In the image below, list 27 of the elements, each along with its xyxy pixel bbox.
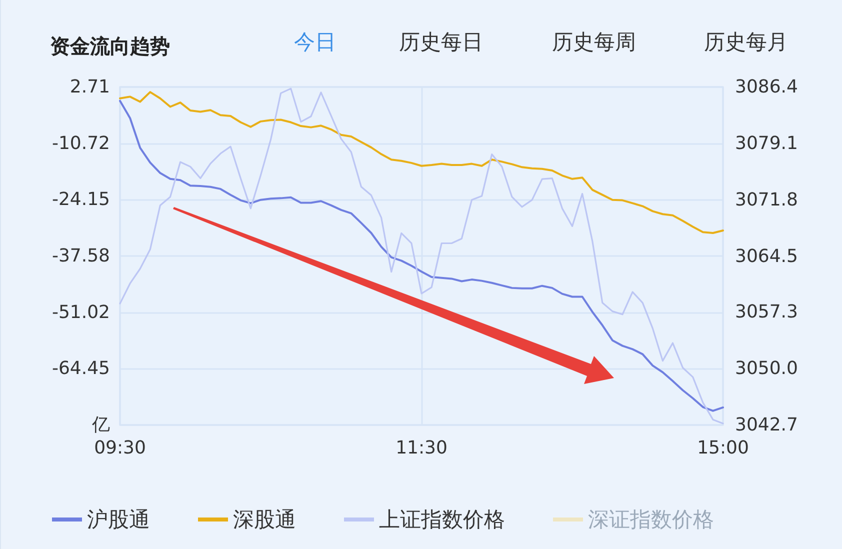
y2-tick-label: 3086.4: [735, 76, 798, 98]
legend-label: 上证指数价格: [379, 508, 505, 532]
y-tick-label: -51.02: [52, 302, 110, 323]
y-tick-label: -37.58: [52, 245, 110, 266]
legend-label: 深股通: [233, 508, 296, 532]
y-tick-label: -24.15: [52, 189, 110, 210]
x-tick-label: 11:30: [396, 438, 448, 458]
y2-tick-label: 3071.8: [735, 189, 798, 210]
y2-tick-label: 3064.5: [735, 246, 798, 267]
text: 历史每月: [704, 29, 788, 56]
y-tick-label: -64.45: [52, 358, 110, 380]
text: 历史每日: [399, 29, 483, 56]
legend-label: 深证指数价格: [588, 508, 714, 532]
text: 历史每周: [552, 29, 636, 56]
chart-title: 资金流向趋势: [50, 34, 170, 58]
y2-tick-label: 3050.0: [735, 358, 798, 380]
y-tick-label: 2.71: [70, 76, 110, 98]
y-tick-label: 亿: [91, 414, 110, 436]
y2-tick-label: 3079.1: [735, 132, 798, 154]
x-tick-label: 15:00: [697, 438, 749, 458]
y2-tick-label: 3042.7: [735, 414, 798, 436]
text: 今日: [294, 29, 336, 56]
x-tick-label: 09:30: [94, 438, 146, 458]
y-tick-label: -10.72: [52, 132, 110, 154]
y2-tick-label: 3057.3: [735, 302, 798, 323]
line-series: [119, 91, 724, 234]
legend-label: 沪股通: [87, 508, 150, 532]
